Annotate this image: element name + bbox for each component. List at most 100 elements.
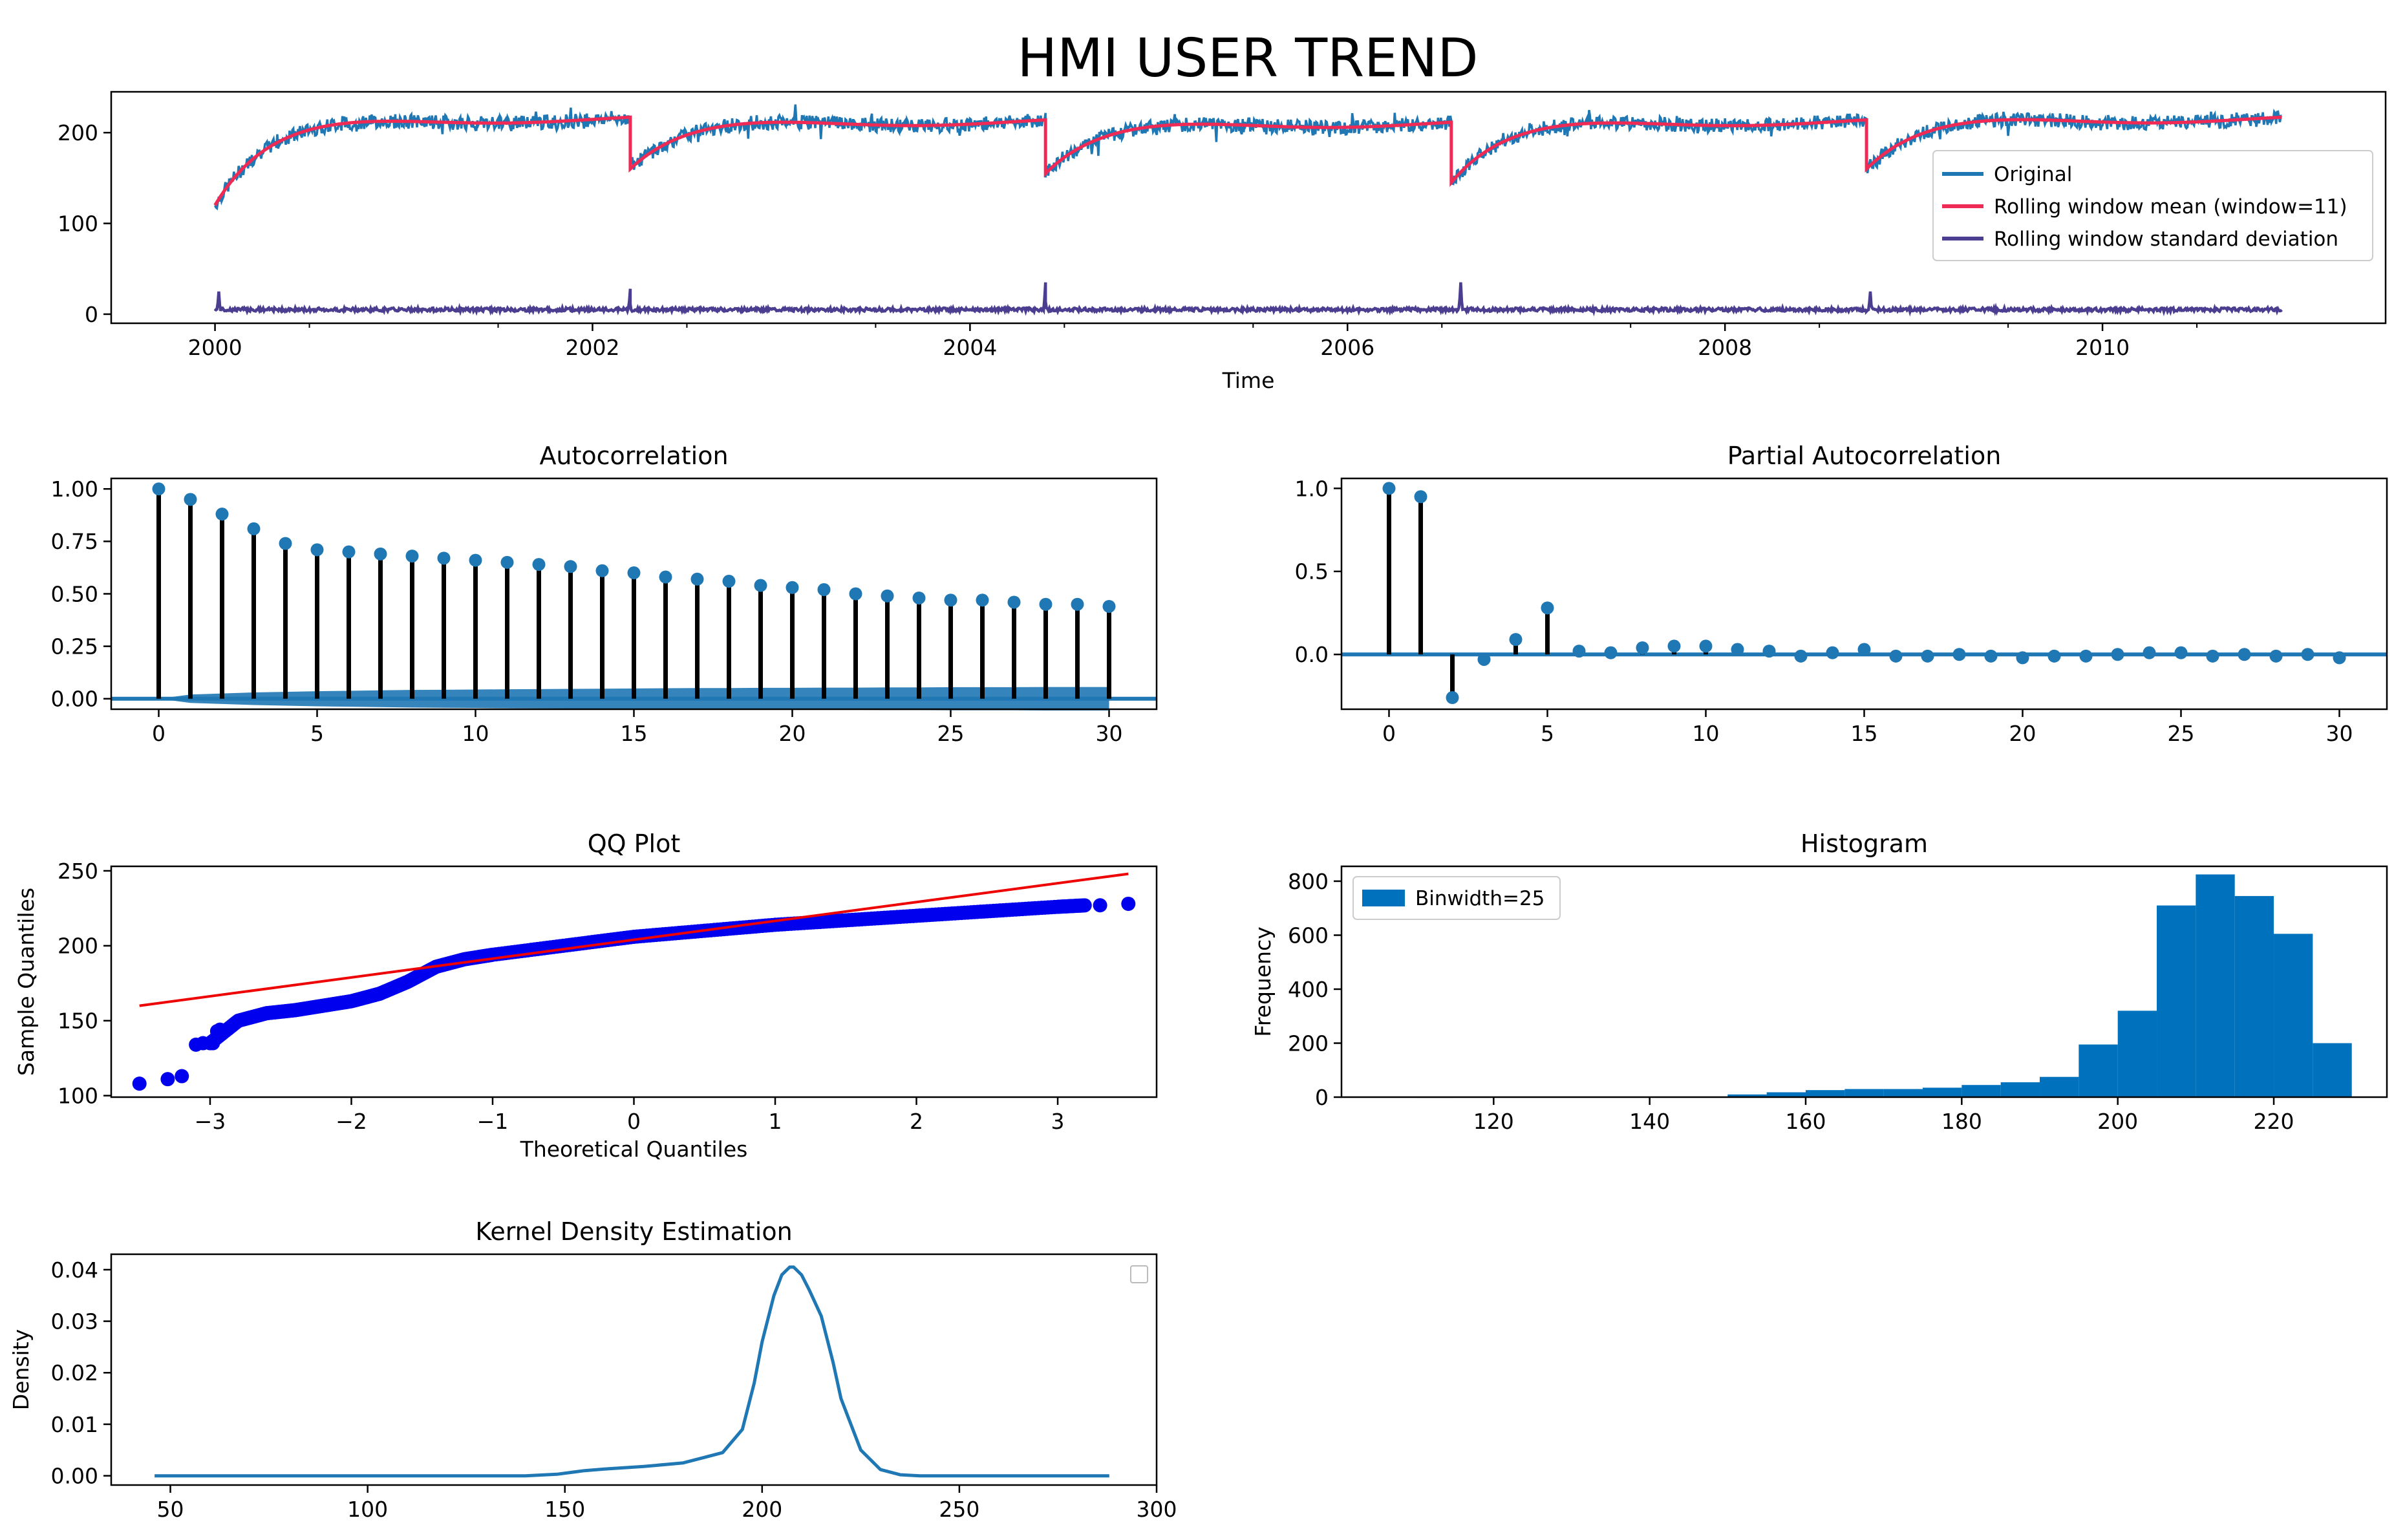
acf-xtick-label: 25 <box>937 721 965 746</box>
pacf-xtick-label: 10 <box>1693 721 1720 746</box>
hist-bar <box>2157 905 2196 1097</box>
pacf-marker <box>2016 651 2029 665</box>
acf-marker <box>659 570 672 584</box>
hist-ytick-label: 800 <box>1288 869 1329 894</box>
hist-bar <box>1727 1094 1767 1097</box>
qq-point <box>160 1072 175 1087</box>
acf-marker <box>944 594 957 607</box>
pacf-marker <box>1667 639 1681 653</box>
acf-marker <box>1039 597 1053 611</box>
qq-xtick-label: −3 <box>195 1109 226 1134</box>
acf-xtick-label: 10 <box>462 721 489 746</box>
qq-ytick-label: 100 <box>58 1084 98 1109</box>
figure-title: HMI USER TREND <box>1018 28 1479 89</box>
chart-kde: Kernel Density Estimation 50 100 150 200 250 3… <box>8 1217 1177 1522</box>
pacf-marker <box>1382 482 1396 495</box>
hist-bar <box>2274 934 2313 1097</box>
trend-legend-label: Rolling window standard deviation <box>1994 228 2338 251</box>
pacf-xtick-label: 25 <box>2168 721 2195 746</box>
qq-xtick-label: 2 <box>910 1109 923 1134</box>
pacf-marker <box>1731 643 1744 656</box>
hist-legend-label: Binwidth=25 <box>1415 887 1545 910</box>
hist-bar <box>2117 1011 2157 1097</box>
pacf-marker <box>2174 646 2188 659</box>
pacf-marker <box>1414 490 1427 504</box>
acf-marker <box>595 564 609 577</box>
pacf-marker <box>2143 646 2156 659</box>
series-rolling-mean <box>213 115 2282 206</box>
qq-xtick-label: −2 <box>336 1109 367 1134</box>
acf-marker <box>754 579 767 592</box>
acf-marker <box>374 547 387 561</box>
acf-marker <box>1102 599 1116 613</box>
kde-ylabel: Density <box>8 1329 34 1410</box>
pacf-marker <box>1952 648 1966 661</box>
chart-hist: Histogram 120 140 160 180 200 220 0 200 400 600 800… <box>1250 829 2388 1134</box>
trend-legend: Original Rolling window mean (window=11) R… <box>1932 150 2373 261</box>
kde-ytick-label: 0.03 <box>51 1309 98 1334</box>
acf-marker <box>184 493 197 506</box>
chart-qq: QQ Plot −3 −2 −1 0 1 2 3 100 150 200 250 Theoretical… <box>14 829 1158 1162</box>
pacf-marker <box>1541 601 1554 615</box>
hist-ytick-label: 400 <box>1288 977 1329 1002</box>
hist-ytick-label: 200 <box>1288 1031 1329 1056</box>
pacf-marker <box>1636 641 1649 654</box>
hist-xtick-label: 160 <box>1785 1109 1826 1134</box>
acf-marker <box>405 550 419 563</box>
acf-marker <box>469 553 482 567</box>
hist-plot-area <box>1376 874 2352 1098</box>
pacf-marker <box>1762 645 1776 658</box>
acf-marker <box>342 545 356 559</box>
acf-marker <box>310 543 324 557</box>
series-rolling-std <box>213 282 2283 317</box>
pacf-xtick-label: 0 <box>1382 721 1396 746</box>
qq-ytick-label: 150 <box>58 1009 98 1034</box>
pacf-marker <box>1921 649 1934 663</box>
trend-ytick-label: 0 <box>85 302 98 327</box>
kde-xtick-label: 100 <box>347 1497 388 1522</box>
pacf-ytick-label: 0.0 <box>1295 642 1329 667</box>
pacf-marker <box>2333 651 2346 665</box>
hist-legend-swatch <box>1362 890 1405 906</box>
kde-title: Kernel Density Estimation <box>475 1217 792 1246</box>
qq-point <box>1077 898 1092 913</box>
hist-xtick-label: 120 <box>1473 1109 1514 1134</box>
kde-xtick-label: 300 <box>1137 1497 1177 1522</box>
chart-pacf: Partial Autocorrelation 0 5 10 15 20 25 30 0.0 0.… <box>1295 442 2388 746</box>
acf-ytick-label: 1.00 <box>51 476 98 502</box>
qq-point <box>175 1069 189 1084</box>
pacf-marker <box>2238 648 2251 661</box>
acf-marker <box>437 551 451 565</box>
trend-frame <box>110 91 2387 325</box>
hist-bar <box>1805 1090 1845 1097</box>
acf-marker <box>279 537 292 550</box>
acf-ytick-label: 0.75 <box>51 529 98 554</box>
hist-xtick-label: 200 <box>2097 1109 2138 1134</box>
acf-title: Autocorrelation <box>539 442 728 470</box>
hist-bar <box>2196 874 2235 1097</box>
pacf-xtick-label: 20 <box>2009 721 2036 746</box>
kde-curve <box>155 1265 1109 1478</box>
pacf-marker <box>1572 645 1586 658</box>
kde-xtick-label: 50 <box>157 1497 184 1522</box>
pacf-marker <box>2079 649 2093 663</box>
trend-xtick-label: 2008 <box>1698 335 1752 360</box>
acf-frame <box>110 477 1158 711</box>
qq-point <box>206 1036 220 1051</box>
qq-xtick-label: 1 <box>769 1109 782 1134</box>
chart-trend: 2000 2002 2004 2006 2008 2010 0 100 200 Time Origi… <box>58 91 2387 393</box>
qq-xtick-label: 0 <box>627 1109 641 1134</box>
hist-legend: Binwidth=25 <box>1352 876 1561 920</box>
acf-marker <box>1071 597 1084 611</box>
acf-xtick-label: 0 <box>152 721 166 746</box>
trend-xlabel: Time <box>1222 368 1275 393</box>
acf-marker <box>690 572 704 586</box>
kde-legend-box <box>1130 1265 1148 1283</box>
acf-marker <box>152 482 166 496</box>
kde-xtick-label: 150 <box>544 1497 585 1522</box>
pacf-plot-area <box>1341 482 2387 705</box>
qq-frame <box>110 865 1158 1098</box>
hist-ylabel: Frequency <box>1250 926 1276 1036</box>
trend-ytick-label: 200 <box>58 120 98 145</box>
